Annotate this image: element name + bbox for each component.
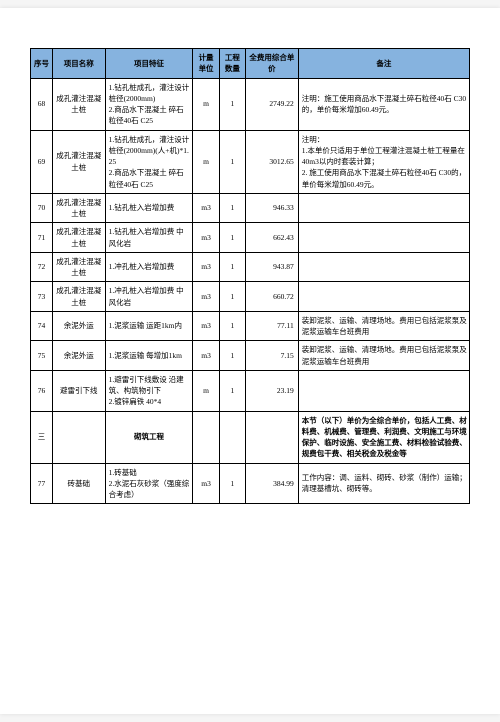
cell-unit: m bbox=[193, 130, 219, 193]
cell-note: 注明：施工使用商品水下混凝土碎石粒径40石 C30的，单价每米增加60.49元。 bbox=[298, 78, 469, 130]
cell-seq: 68 bbox=[31, 78, 53, 130]
cell-feature: 1.钻孔桩成孔，灌注设计桩径(2000mm)(人+机)*1.252.商品水下混凝… bbox=[105, 130, 193, 193]
table-row: 73成孔灌注混凝土桩1.冲孔桩入岩增加费 中风化岩m31660.72 bbox=[31, 282, 470, 312]
table-row: 三砌筑工程 本节（以下）单价为全综合单价，包括人工费、材料费、机械费、管理费、利润… bbox=[31, 411, 470, 463]
cell-feature: 1.避雷引下线敷设 沿建筑、构筑物引下2.镀锌扁铁 40*4 bbox=[105, 370, 193, 411]
cell-qty: 1 bbox=[219, 311, 245, 341]
cell-qty: 1 bbox=[219, 78, 245, 130]
cell-unit: m3 bbox=[193, 282, 219, 312]
table-row: 69成孔灌注混凝土桩1.钻孔桩成孔，灌注设计桩径(2000mm)(人+机)*1.… bbox=[31, 130, 470, 193]
cell-price: 2749.22 bbox=[246, 78, 299, 130]
cell-seq: 76 bbox=[31, 370, 53, 411]
cell-note: 装卸泥浆、运输、清理场地。费用已包括泥浆泵及泥浆运输车台班费用 bbox=[298, 311, 469, 341]
cell-qty: 1 bbox=[219, 463, 245, 504]
pricing-table: 序号 项目名称 项目特征 计量单位 工程数量 全费用综合单价 备注 68成孔灌注… bbox=[30, 48, 470, 504]
cell-seq: 72 bbox=[31, 252, 53, 282]
cell-feature: 1.冲孔桩入岩增加费 中风化岩 bbox=[105, 282, 193, 312]
cell-seq: 三 bbox=[31, 411, 53, 463]
table-body: 68成孔灌注混凝土桩1.钻孔桩成孔，灌注设计桩径(2000mm)2.商品水下混凝… bbox=[31, 78, 470, 504]
table-row: 68成孔灌注混凝土桩1.钻孔桩成孔，灌注设计桩径(2000mm)2.商品水下混凝… bbox=[31, 78, 470, 130]
cell-seq: 71 bbox=[31, 223, 53, 253]
cell-name: 余泥外运 bbox=[52, 311, 105, 341]
cell-price: 7.15 bbox=[246, 341, 299, 371]
table-row: 74余泥外运1.泥浆运输 运距1km内m3177.11装卸泥浆、运输、清理场地。… bbox=[31, 311, 470, 341]
cell-qty: 1 bbox=[219, 282, 245, 312]
cell-qty: 1 bbox=[219, 193, 245, 223]
cell-qty bbox=[219, 411, 245, 463]
cell-feature: 1.钻孔桩成孔，灌注设计桩径(2000mm)2.商品水下混凝土 碎石粒径40石 … bbox=[105, 78, 193, 130]
table-header: 序号 项目名称 项目特征 计量单位 工程数量 全费用综合单价 备注 bbox=[31, 49, 470, 79]
header-note: 备注 bbox=[298, 49, 469, 79]
cell-name: 余泥外运 bbox=[52, 341, 105, 371]
cell-price: 23.19 bbox=[246, 370, 299, 411]
cell-seq: 73 bbox=[31, 282, 53, 312]
cell-name: 成孔灌注混凝土桩 bbox=[52, 78, 105, 130]
cell-note: 注明：1.本单价只适用于单位工程灌注混凝土桩工程量在40m3以内时套装计算；2.… bbox=[298, 130, 469, 193]
cell-unit: m3 bbox=[193, 223, 219, 253]
cell-note bbox=[298, 370, 469, 411]
cell-price: 384.99 bbox=[246, 463, 299, 504]
cell-unit: m3 bbox=[193, 311, 219, 341]
cell-seq: 69 bbox=[31, 130, 53, 193]
cell-unit: m3 bbox=[193, 193, 219, 223]
cell-price: 943.87 bbox=[246, 252, 299, 282]
cell-name bbox=[52, 411, 105, 463]
header-seq: 序号 bbox=[31, 49, 53, 79]
cell-note bbox=[298, 193, 469, 223]
cell-unit: m3 bbox=[193, 252, 219, 282]
cell-seq: 77 bbox=[31, 463, 53, 504]
cell-unit: m bbox=[193, 370, 219, 411]
cell-name: 避雷引下线 bbox=[52, 370, 105, 411]
cell-unit: m bbox=[193, 78, 219, 130]
cell-note: 装卸泥浆、运输、清理场地。费用已包括泥浆泵及泥浆运输车台班费用 bbox=[298, 341, 469, 371]
cell-price: 3012.65 bbox=[246, 130, 299, 193]
cell-price: 662.43 bbox=[246, 223, 299, 253]
cell-seq: 75 bbox=[31, 341, 53, 371]
cell-qty: 1 bbox=[219, 223, 245, 253]
cell-qty: 1 bbox=[219, 130, 245, 193]
header-name: 项目名称 bbox=[52, 49, 105, 79]
header-price: 全费用综合单价 bbox=[246, 49, 299, 79]
cell-unit: m3 bbox=[193, 341, 219, 371]
header-feature: 项目特征 bbox=[105, 49, 193, 79]
table-row: 72成孔灌注混凝土桩1.冲孔桩入岩增加费m31943.87 bbox=[31, 252, 470, 282]
cell-price: 660.72 bbox=[246, 282, 299, 312]
cell-price bbox=[246, 411, 299, 463]
cell-name: 成孔灌注混凝土桩 bbox=[52, 282, 105, 312]
cell-feature: 1.钻孔桩入岩增加费 中风化岩 bbox=[105, 223, 193, 253]
cell-name: 成孔灌注混凝土桩 bbox=[52, 252, 105, 282]
cell-qty: 1 bbox=[219, 341, 245, 371]
cell-note: 本节（以下）单价为全综合单价，包括人工费、材料费、机械费、管理费、利润费、文明施… bbox=[298, 411, 469, 463]
header-qty: 工程数量 bbox=[219, 49, 245, 79]
cell-unit: m3 bbox=[193, 463, 219, 504]
document-page: 序号 项目名称 项目特征 计量单位 工程数量 全费用综合单价 备注 68成孔灌注… bbox=[0, 8, 500, 714]
header-unit: 计量单位 bbox=[193, 49, 219, 79]
cell-name: 砖基础 bbox=[52, 463, 105, 504]
cell-price: 946.33 bbox=[246, 193, 299, 223]
cell-qty: 1 bbox=[219, 252, 245, 282]
cell-note bbox=[298, 223, 469, 253]
cell-feature: 1.泥浆运输 每增加1km bbox=[105, 341, 193, 371]
cell-qty: 1 bbox=[219, 370, 245, 411]
table-row: 76避雷引下线1.避雷引下线敷设 沿建筑、构筑物引下2.镀锌扁铁 40*4m12… bbox=[31, 370, 470, 411]
cell-feature: 1.砖基础2.水泥石灰砂浆（强度综合考虑） bbox=[105, 463, 193, 504]
cell-unit bbox=[193, 411, 219, 463]
cell-seq: 70 bbox=[31, 193, 53, 223]
table-row: 75余泥外运1.泥浆运输 每增加1kmm317.15装卸泥浆、运输、清理场地。费… bbox=[31, 341, 470, 371]
cell-feature: 砌筑工程 bbox=[105, 411, 193, 463]
cell-feature: 1.冲孔桩入岩增加费 bbox=[105, 252, 193, 282]
cell-note: 工作内容：调、运料、砌砖、砂浆（制作）运输；清理基槽坑、砌砖等。 bbox=[298, 463, 469, 504]
cell-name: 成孔灌注混凝土桩 bbox=[52, 223, 105, 253]
cell-feature: 1.钻孔桩入岩增加费 bbox=[105, 193, 193, 223]
cell-note bbox=[298, 282, 469, 312]
table-row: 71成孔灌注混凝土桩1.钻孔桩入岩增加费 中风化岩m31662.43 bbox=[31, 223, 470, 253]
cell-price: 77.11 bbox=[246, 311, 299, 341]
table-row: 70成孔灌注混凝土桩1.钻孔桩入岩增加费m31946.33 bbox=[31, 193, 470, 223]
cell-note bbox=[298, 252, 469, 282]
cell-feature: 1.泥浆运输 运距1km内 bbox=[105, 311, 193, 341]
table-row: 77砖基础1.砖基础2.水泥石灰砂浆（强度综合考虑）m31384.99工作内容：… bbox=[31, 463, 470, 504]
cell-seq: 74 bbox=[31, 311, 53, 341]
cell-name: 成孔灌注混凝土桩 bbox=[52, 130, 105, 193]
cell-name: 成孔灌注混凝土桩 bbox=[52, 193, 105, 223]
